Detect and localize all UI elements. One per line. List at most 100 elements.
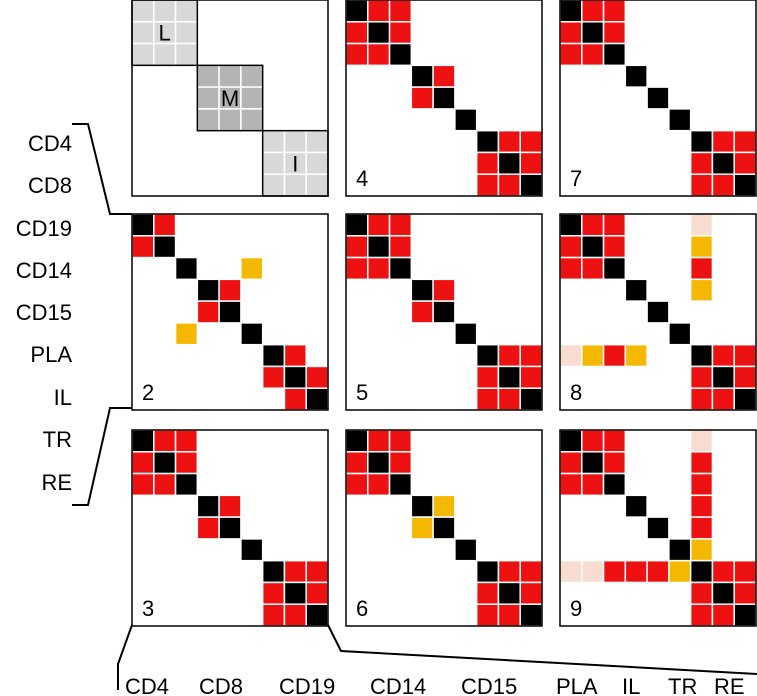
panel-9: 9 (559, 429, 757, 627)
matrix-cell (131, 213, 155, 237)
block-cell (196, 86, 220, 110)
matrix-cell (646, 516, 670, 540)
matrix-cell (283, 343, 307, 368)
matrix-cell (153, 472, 177, 497)
block-cell (261, 129, 286, 154)
row-label-pla: PLA (30, 342, 72, 367)
matrix-cell (475, 173, 500, 197)
panel-number: 5 (356, 380, 368, 405)
matrix-cell (388, 0, 413, 23)
matrix-cell (131, 235, 155, 259)
matrix-cell (283, 365, 307, 389)
row-labels: CD4 CD8 CD19 CD14 CD15 PLA IL TR RE (16, 131, 73, 495)
panel-number: 4 (356, 166, 368, 191)
block-i: I (261, 129, 329, 197)
block-cell (218, 64, 242, 88)
matrix-cell (345, 21, 369, 45)
block-cell (131, 0, 155, 23)
row-bracket-top (72, 123, 132, 215)
block-cell (283, 173, 307, 197)
matrix-cell (519, 343, 543, 368)
matrix-cell (559, 235, 583, 259)
panel-blocks: L M I (131, 0, 329, 197)
matrix-cell (153, 213, 177, 237)
matrix-cell (581, 235, 605, 259)
panel-3: 3 (131, 429, 329, 627)
matrix-cell (689, 603, 714, 627)
matrix-cell (345, 472, 369, 497)
matrix-cell (345, 42, 369, 67)
matrix-cell (261, 581, 286, 605)
row-label-tr: TR (43, 427, 72, 452)
matrix-cell (689, 472, 714, 497)
matrix-cell (174, 472, 199, 497)
matrix-cell (602, 21, 627, 45)
panel-border (345, 213, 543, 411)
matrix-cell (283, 559, 307, 584)
matrix-cell (497, 603, 521, 627)
block-cell (174, 0, 199, 23)
matrix-cell (624, 494, 648, 518)
panel-border (559, 429, 757, 627)
block-cell (240, 64, 264, 88)
col-label-cd19: CD19 (279, 674, 335, 696)
matrix-cell (689, 256, 714, 281)
col-bracket-left (117, 624, 133, 690)
matrix-cell (519, 387, 543, 411)
panel-number: 2 (142, 380, 154, 405)
block-cell (283, 129, 307, 154)
block-letter: L (159, 21, 171, 46)
matrix-cell (733, 151, 757, 175)
matrix-cell (388, 429, 413, 453)
matrix-cell (432, 64, 456, 88)
matrix-cell (305, 559, 329, 584)
matrix-cell (497, 343, 521, 368)
matrix-cell (432, 300, 456, 324)
matrix-cell (689, 213, 714, 237)
matrix-cell (602, 256, 627, 281)
matrix-cell (689, 494, 714, 518)
matrix-cell (733, 581, 757, 605)
matrix-cell (689, 429, 714, 453)
block-cell (218, 108, 242, 132)
matrix-cell (581, 213, 605, 237)
panel-2: 2 (131, 213, 329, 411)
matrix-cell (733, 365, 757, 389)
matrix-cell (475, 559, 500, 584)
matrix-cell (218, 494, 242, 518)
matrix-cell (196, 278, 220, 302)
row-label-cd19: CD19 (16, 216, 72, 241)
panel-border (345, 429, 543, 627)
panel-5: 5 (345, 213, 543, 411)
matrix-cell (345, 235, 369, 259)
block-cell (240, 108, 264, 132)
matrix-cell (559, 451, 583, 475)
matrix-cell (174, 322, 199, 346)
column-labels: CD4 CD8 CD19 CD14 CD15 PLA IL TR RE (125, 674, 745, 696)
matrix-cell (559, 0, 583, 23)
matrix-cell (305, 387, 329, 411)
matrix-cell (367, 472, 391, 497)
matrix-cell (497, 581, 521, 605)
matrix-cell (733, 173, 757, 197)
matrix-cell (367, 451, 391, 475)
matrix-cell (559, 213, 583, 237)
matrix-cell (388, 472, 413, 497)
panel-number: 8 (570, 380, 582, 405)
col-label-cd8: CD8 (199, 674, 243, 696)
col-label-tr: TR (668, 674, 697, 696)
matrix-cell (519, 151, 543, 175)
panel-number: 6 (356, 596, 368, 621)
row-bracket-bottom (72, 407, 132, 506)
col-label-cd15: CD15 (461, 674, 517, 696)
matrix-cell (733, 343, 757, 368)
matrix-cell (581, 0, 605, 23)
block-outline (196, 64, 264, 132)
block-cell (131, 21, 155, 45)
matrix-cell (624, 343, 648, 368)
matrix-cell (475, 603, 500, 627)
matrix-cell (559, 256, 583, 281)
matrix-cell (711, 387, 735, 411)
matrix-cell (519, 603, 543, 627)
matrix-cell (733, 559, 757, 584)
